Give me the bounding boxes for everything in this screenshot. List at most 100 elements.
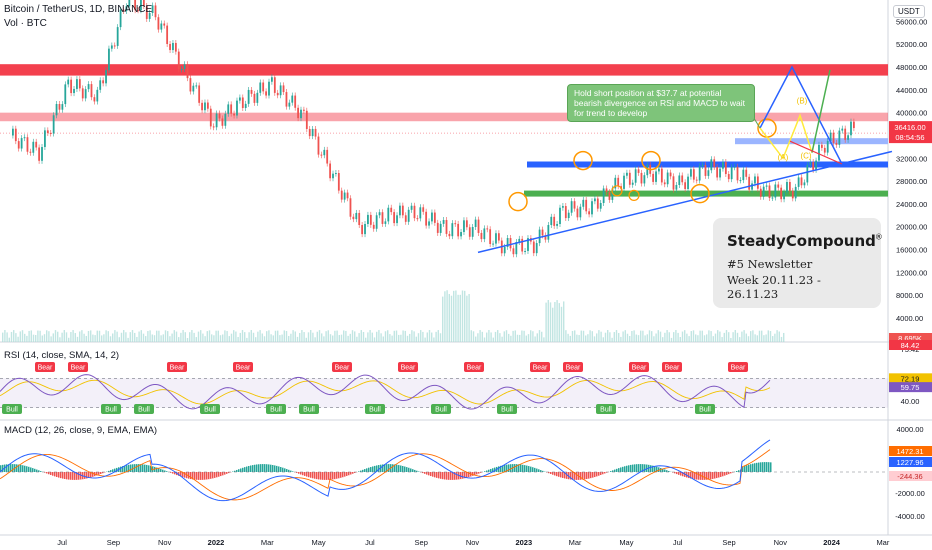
volume-bar [532, 331, 534, 342]
macd-histogram-bar [264, 464, 266, 472]
macd-histogram-bar [16, 464, 18, 472]
macd-histogram-bar [714, 472, 716, 479]
macd-histogram-bar [422, 472, 424, 474]
volume-bar [312, 332, 314, 342]
macd-histogram-bar [696, 472, 698, 480]
volume-bar [138, 331, 140, 342]
macd-histogram-bar [412, 469, 414, 472]
volume-bar [316, 331, 318, 342]
macd-histogram-bar [114, 468, 116, 472]
volume-bar [578, 335, 580, 342]
rsi-signal-tag [167, 362, 187, 372]
volume-bar [613, 332, 615, 342]
macd-histogram-bar [586, 472, 588, 480]
currency-badge[interactable]: USDT [893, 5, 925, 18]
volume-bar [644, 335, 646, 342]
volume-bar [354, 331, 356, 342]
volume-bar [448, 294, 450, 342]
macd-histogram-bar [520, 464, 522, 472]
macd-histogram-bar [588, 472, 590, 479]
time-axis-label: Sep [722, 538, 735, 547]
macd-histogram-bar [436, 472, 438, 478]
volume-bar [294, 331, 296, 342]
volume-bar [666, 330, 668, 342]
volume-title[interactable]: Vol · BTC [4, 18, 47, 29]
macd-histogram-bar [430, 472, 432, 477]
volume-bar [136, 336, 138, 342]
volume-bar [41, 335, 43, 342]
volume-bar [96, 330, 98, 342]
volume-bar [431, 332, 433, 342]
volume-bar [455, 290, 457, 342]
macd-histogram-bar [100, 472, 102, 475]
time-axis-label: Sep [415, 538, 428, 547]
volume-bar [640, 330, 642, 342]
macd-histogram-bar [162, 469, 164, 472]
macd-histogram-bar [208, 472, 210, 480]
macd-histogram-bar [142, 464, 144, 472]
rsi-value-label: 84.42 [901, 341, 920, 350]
touch-circle [628, 189, 640, 201]
volume-value-label: 8.695K [898, 334, 922, 343]
macd-histogram-bar [408, 467, 410, 472]
volume-bar [642, 330, 644, 342]
volume-bar [714, 333, 717, 342]
rsi-signal-tag [695, 404, 715, 414]
volume-bar [114, 330, 116, 342]
volume-bar [261, 333, 263, 342]
macd-histogram-bar [92, 472, 94, 477]
volume-bar [257, 331, 259, 342]
price-axis-label: 20000.00 [896, 223, 927, 232]
symbol-title[interactable]: Bitcoin / TetherUS, 1D, BINANCE [4, 4, 153, 15]
volume-bar [112, 333, 114, 342]
macd-histogram-bar [330, 472, 332, 480]
volume-bar [752, 330, 754, 342]
volume-bar [54, 330, 57, 342]
volume-bar [255, 337, 257, 342]
rsi-signal-label: Bull [600, 407, 612, 414]
volume-bar [549, 302, 552, 342]
volume-bar [274, 330, 277, 342]
week-label: Week 20.11.23 - 26.11.23 [727, 273, 821, 301]
volume-bar [554, 301, 556, 342]
macd-histogram-bar [332, 472, 334, 480]
macd-histogram-bar [624, 466, 626, 472]
macd-histogram-bar [560, 472, 562, 478]
support-level-green [524, 190, 888, 197]
volume-bar [50, 336, 52, 342]
volume-bar [292, 330, 294, 342]
volume-bar [72, 330, 74, 342]
macd-histogram-bar [220, 472, 222, 477]
volume-bar [277, 330, 279, 342]
volume-bar [171, 333, 173, 342]
volume-bar [39, 330, 41, 342]
rsi-title[interactable]: RSI (14, close, SMA, 14, 2) [4, 350, 120, 361]
volume-bar [409, 333, 411, 342]
resistance-zone [0, 64, 888, 76]
macd-histogram-bar [266, 464, 268, 472]
volume-bar [756, 335, 758, 342]
volume-bar [13, 330, 15, 342]
volume-bar [486, 332, 488, 342]
annotation-note[interactable]: Hold short position at $37.7 at potentia… [567, 84, 755, 122]
volume-bar [202, 333, 204, 342]
macd-histogram-bar [556, 472, 558, 477]
volume-bar [380, 333, 382, 342]
macd-histogram-bar [490, 468, 492, 472]
macd-histogram-bar [182, 472, 184, 478]
volume-bar [85, 335, 87, 342]
volume-bar [142, 333, 145, 342]
rsi-signal-tag [101, 404, 121, 414]
volume-bar [367, 332, 369, 342]
volume-bar [281, 334, 283, 342]
macd-histogram-bar [466, 472, 468, 478]
volume-bar [673, 332, 675, 342]
macd-title[interactable]: MACD (12, 26, close, 9, EMA, EMA) [4, 425, 158, 436]
volume-bar [17, 336, 19, 342]
rsi-ma-label: 59.75 [901, 383, 920, 392]
volume-bar [648, 330, 651, 342]
volume-bar [186, 337, 189, 342]
macd-histogram-bar [68, 472, 70, 480]
macd-histogram-bar [38, 470, 40, 472]
macd-histogram-bar [22, 465, 24, 472]
